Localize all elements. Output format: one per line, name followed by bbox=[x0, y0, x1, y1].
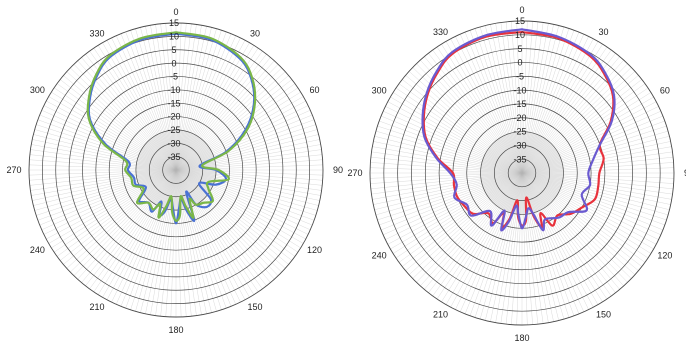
radial-tick-label: -35 bbox=[167, 152, 180, 162]
ring bbox=[148, 142, 204, 198]
ring bbox=[55, 49, 297, 291]
ring bbox=[42, 36, 310, 304]
ring bbox=[82, 76, 270, 264]
radial-tick-label: 0 bbox=[517, 58, 522, 68]
radial-tick-label: -35 bbox=[513, 154, 526, 164]
angular-tick-label: 60 bbox=[310, 85, 320, 95]
radial-tick-label: -30 bbox=[167, 138, 180, 148]
radial-tick-label: -15 bbox=[513, 99, 526, 109]
angular-tick-label: 300 bbox=[372, 86, 387, 96]
radial-tick-label: 10 bbox=[169, 32, 179, 42]
ring bbox=[369, 20, 675, 326]
angular-tick-label: 120 bbox=[307, 245, 322, 255]
ring bbox=[438, 89, 606, 257]
radial-tick-label: -5 bbox=[516, 71, 524, 81]
radial-tick-label: 15 bbox=[169, 18, 179, 28]
angular-tick-label: 300 bbox=[30, 85, 45, 95]
angular-tick-label: 210 bbox=[89, 302, 104, 312]
ring bbox=[68, 62, 284, 278]
angular-tick-label: 270 bbox=[6, 165, 21, 175]
ring bbox=[108, 102, 244, 238]
radial-tick-label: -10 bbox=[513, 85, 526, 95]
ring bbox=[95, 89, 257, 251]
radial-tick-label: 0 bbox=[171, 58, 176, 68]
ring bbox=[494, 145, 550, 201]
angular-tick-label: 330 bbox=[433, 27, 448, 37]
radial-tick-label: -10 bbox=[167, 85, 180, 95]
angular-tick-label: 0 bbox=[519, 5, 524, 15]
radial-tick-label: 10 bbox=[515, 30, 525, 40]
polar-chart-left: 15 10 5 0 -5 -10 -15 -20 -25 -30 -35 0 30 60 90 120 150 1… bbox=[6, 7, 343, 335]
series-line-2 bbox=[86, 31, 257, 222]
angular-tick-label: 90 bbox=[684, 168, 686, 178]
angular-tick-label: 120 bbox=[657, 251, 672, 261]
angular-tick-label: 150 bbox=[247, 302, 262, 312]
radial-tick-label: -30 bbox=[513, 141, 526, 151]
angular-tick-label: 180 bbox=[514, 333, 529, 343]
angular-tick-label: 240 bbox=[30, 245, 45, 255]
ring bbox=[424, 75, 620, 271]
radial-tick-label: 5 bbox=[171, 45, 176, 55]
radial-tick-label: -25 bbox=[513, 127, 526, 137]
radial-tick-label: -20 bbox=[513, 113, 526, 123]
radial-tick-label: -20 bbox=[167, 112, 180, 122]
radial-tick-label: 15 bbox=[515, 16, 525, 26]
ring bbox=[397, 48, 647, 298]
ring bbox=[507, 158, 537, 188]
radial-tick-label: 5 bbox=[517, 44, 522, 54]
ring bbox=[162, 156, 190, 184]
radial-rings bbox=[369, 20, 675, 326]
angular-tick-label: 330 bbox=[89, 28, 104, 38]
angular-tick-label: 0 bbox=[173, 7, 178, 17]
radial-rings bbox=[28, 22, 324, 318]
angular-tick-label: 180 bbox=[168, 325, 183, 335]
angular-tick-label: 240 bbox=[372, 251, 387, 261]
ring bbox=[383, 34, 661, 312]
angular-tick-label: 60 bbox=[660, 86, 670, 96]
angular-tick-label: 210 bbox=[433, 309, 448, 319]
ring bbox=[411, 62, 633, 284]
angular-tick-label: 150 bbox=[596, 309, 611, 319]
ring bbox=[480, 131, 564, 215]
radial-tick-label: -15 bbox=[167, 98, 180, 108]
angular-tick-label: 30 bbox=[598, 27, 608, 37]
center-shading bbox=[480, 131, 564, 215]
angular-tick-label: 270 bbox=[347, 168, 362, 178]
angular-tick-label: 90 bbox=[333, 165, 343, 175]
series-line-2 bbox=[421, 28, 616, 232]
ring bbox=[28, 22, 324, 318]
radial-tick-label: -5 bbox=[170, 72, 178, 82]
radial-tick-label: -25 bbox=[167, 125, 180, 135]
angular-tick-label: 30 bbox=[250, 28, 260, 38]
polar-chart-right: 15 10 5 0 -5 -10 -15 -20 -25 -30 -35 0 30 60 90 120 150 1… bbox=[347, 5, 686, 343]
center-shading bbox=[135, 129, 217, 211]
